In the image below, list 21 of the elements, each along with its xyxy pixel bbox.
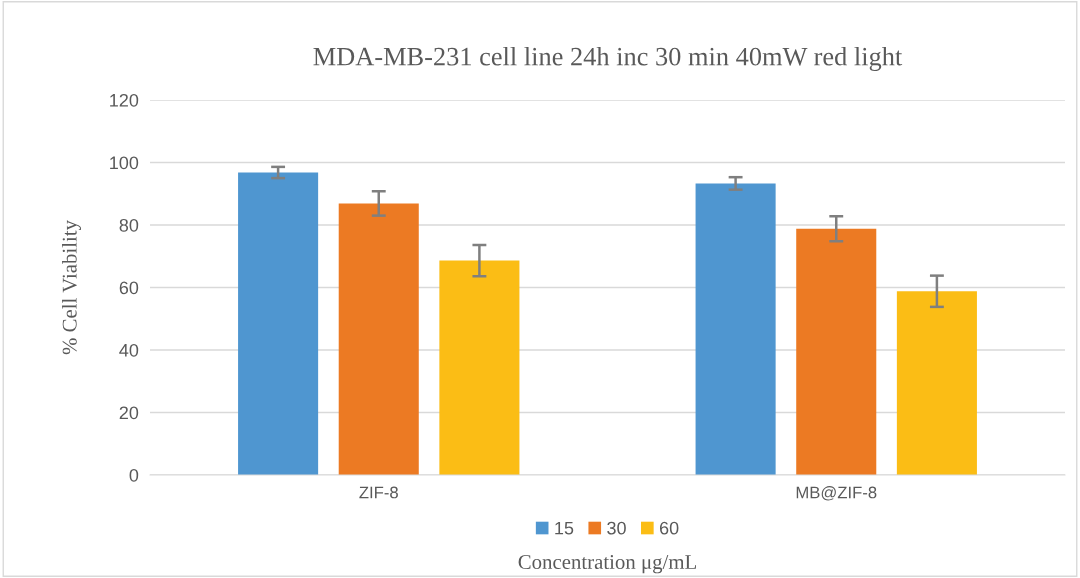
bar <box>695 183 776 475</box>
x-axis-title: Concentration μg/mL <box>518 555 697 574</box>
y-tick-label: 60 <box>119 281 139 295</box>
y-axis-title: % Cell Viability <box>62 220 81 355</box>
chart-title: MDA-MB-231 cell line 24h inc 30 min 40mW red light <box>313 46 903 71</box>
legend-label: 15 <box>555 521 574 535</box>
x-tick-label: MB@ZIF-8 <box>796 486 877 501</box>
legend-label: 30 <box>607 521 626 535</box>
bar <box>796 228 877 475</box>
y-tick-label: 80 <box>119 218 139 232</box>
y-tick-label: 0 <box>129 468 139 482</box>
legend-label: 60 <box>659 521 679 535</box>
bar <box>439 260 520 475</box>
y-tick-label: 40 <box>119 343 139 357</box>
bar <box>896 291 977 475</box>
y-tick-label: 100 <box>110 156 139 170</box>
x-tick-label: ZIF-8 <box>359 486 398 499</box>
y-tick-label: 120 <box>110 93 139 107</box>
y-tick-label: 20 <box>119 406 139 420</box>
bar <box>238 172 319 475</box>
bar <box>338 203 419 475</box>
